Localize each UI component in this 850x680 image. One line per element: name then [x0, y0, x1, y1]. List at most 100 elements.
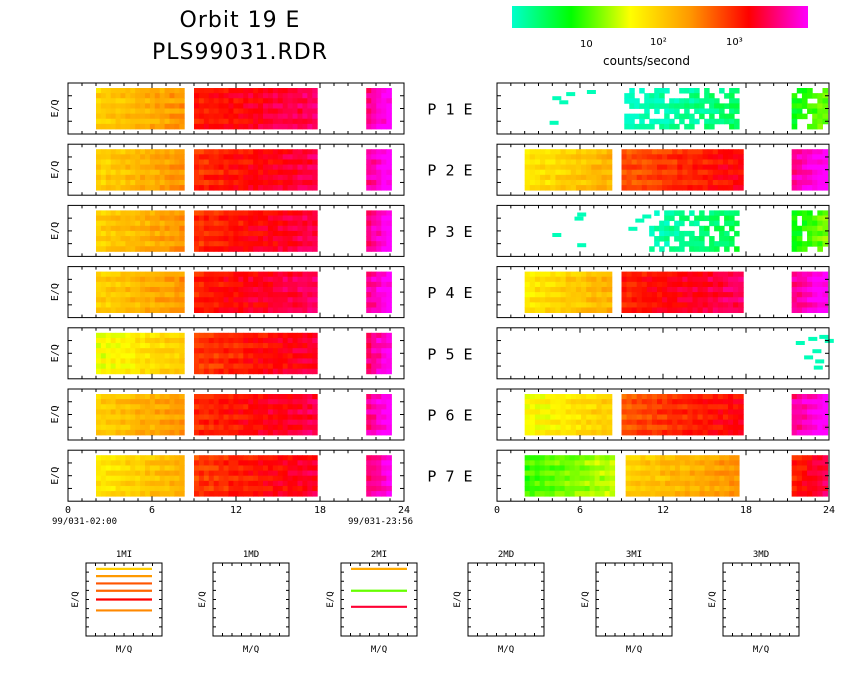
spectrogram-cell	[302, 404, 308, 410]
spectrogram-cell	[258, 281, 264, 288]
spectrogram-cell	[198, 103, 205, 109]
spectrogram-cell	[371, 169, 377, 176]
panel-frame	[496, 327, 830, 380]
spectrogram-cell	[96, 292, 102, 298]
spectrogram-cell	[636, 419, 643, 426]
panel-row-2-right	[496, 143, 830, 196]
spectrogram-cell	[664, 210, 670, 216]
spectrogram-cell	[267, 424, 274, 431]
spectrogram-cell	[96, 236, 102, 242]
spectrogram-cell	[555, 297, 562, 303]
spectrogram-cell	[110, 348, 117, 354]
spectrogram-cell	[164, 358, 170, 364]
spectrogram-cell	[272, 465, 279, 471]
spectrogram-cell	[376, 302, 382, 308]
spectrogram-cell	[100, 179, 107, 186]
spectrogram-cell	[312, 404, 318, 410]
spectrogram-cell	[248, 491, 254, 497]
spectrogram-cell	[591, 409, 597, 415]
spectrogram-cell	[125, 292, 131, 298]
spectrogram-cell	[179, 164, 185, 171]
spectrogram-cell	[228, 169, 234, 176]
spectrogram-cell	[302, 88, 308, 94]
spectrogram-cell	[641, 149, 648, 155]
spectrogram-cell	[179, 169, 185, 176]
spectrogram-cell	[550, 429, 556, 436]
spectrogram-cell	[228, 271, 234, 278]
spectrogram-cell	[228, 368, 234, 375]
spectrogram-cell	[135, 399, 141, 405]
spectrogram-cell	[203, 169, 210, 176]
spectrogram-cell	[641, 302, 648, 308]
spectrogram-cell	[307, 236, 313, 242]
spectrogram-cell	[302, 169, 308, 176]
spectrogram-cell	[684, 98, 690, 104]
spectrogram-cell	[140, 480, 146, 487]
spectrogram-cell	[154, 123, 161, 130]
spectrogram-cell	[267, 455, 274, 461]
spectrogram-cell	[169, 164, 175, 171]
spectrogram-cell	[560, 307, 567, 314]
spectrogram-cell	[659, 236, 665, 242]
spectrogram-cell	[125, 302, 131, 308]
spectrogram-cell	[540, 281, 546, 288]
spectrogram-cell	[198, 225, 205, 232]
spectrogram-cell	[248, 169, 254, 176]
spectrogram-cell	[312, 394, 318, 400]
spectrogram-cell	[692, 307, 699, 314]
spectrogram-cell	[253, 88, 259, 94]
spectrogram-cell	[198, 485, 205, 492]
spectrogram-cell	[709, 113, 715, 120]
spectrogram-cell	[636, 149, 643, 155]
spectrogram-cell	[575, 297, 582, 303]
spectrogram-cell	[100, 460, 107, 466]
spectrogram-cell	[179, 149, 185, 155]
spectrogram-cell	[218, 246, 225, 252]
spectrogram-cell	[717, 281, 724, 288]
spectrogram-cell	[302, 348, 308, 354]
spectrogram-cell	[282, 118, 289, 125]
spectrogram-cell	[302, 465, 308, 471]
spectrogram-cell	[312, 113, 318, 120]
spectrogram-cell	[154, 164, 161, 171]
spectrogram-cell	[817, 271, 823, 278]
spectrogram-cell	[125, 368, 131, 375]
spectrogram-cell	[96, 332, 102, 339]
spectrogram-cell	[213, 337, 220, 344]
spectrogram-cell	[534, 419, 541, 426]
spectrogram-cell	[130, 414, 136, 421]
spectrogram-cell	[179, 404, 185, 410]
spectrogram-cell	[307, 123, 313, 130]
spectrogram-cell	[233, 419, 239, 426]
spectrogram-cell	[596, 414, 603, 421]
spectrogram-cell	[807, 281, 813, 288]
spectrogram-cell	[386, 475, 392, 482]
spectrogram-cell	[238, 353, 244, 359]
spectrogram-cell	[555, 424, 562, 431]
spectrogram-cell	[145, 108, 151, 115]
spectrogram-cell	[626, 271, 633, 278]
spectrogram-cell	[169, 271, 175, 278]
spectrogram-cell	[641, 429, 648, 436]
spectrogram-cell	[105, 93, 112, 99]
spectrogram-cell	[822, 414, 829, 421]
spectrogram-cell	[96, 118, 102, 125]
spectrogram-cell	[223, 414, 229, 421]
spectrogram-cell	[704, 88, 710, 94]
spectrogram-cell	[115, 93, 121, 99]
spectrogram-cell	[149, 414, 156, 421]
spectrogram-cell	[586, 281, 592, 288]
spectrogram-cell	[366, 118, 372, 125]
spectrogram-cell	[115, 98, 121, 104]
spectrogram-cell	[203, 185, 210, 191]
spectrogram-cell	[733, 174, 739, 181]
spectrogram-cell	[565, 164, 572, 171]
spectrogram-cell	[586, 419, 592, 426]
spectrogram-cell	[796, 210, 803, 216]
spectrogram-cell	[130, 475, 136, 482]
spectrogram-cell	[262, 118, 269, 125]
spectrogram-cell	[386, 332, 392, 339]
spectrogram-cell	[601, 409, 608, 415]
spectrogram-cell	[135, 164, 141, 171]
spectrogram-cell	[524, 394, 531, 400]
